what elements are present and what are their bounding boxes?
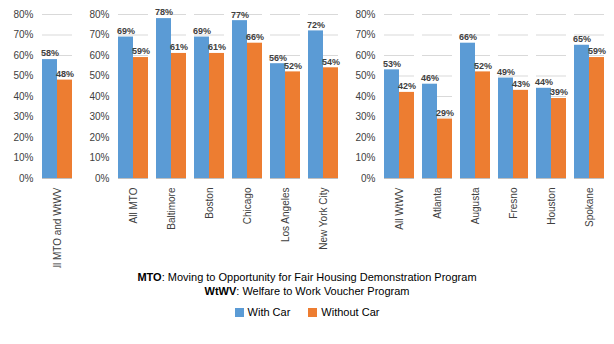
svg-text:77%: 77% [231,10,249,20]
svg-text:49%: 49% [497,67,515,77]
svg-text:50%: 50% [355,70,375,81]
svg-text:70%: 70% [13,29,33,40]
svg-text:30%: 30% [355,111,375,122]
svg-text:52%: 52% [474,61,492,71]
svg-text:56%: 56% [269,52,287,63]
svg-text:65%: 65% [573,34,591,44]
svg-text:44%: 44% [535,77,553,87]
svg-text:All WtWV: All WtWV [394,187,405,230]
svg-text:80%: 80% [13,9,33,20]
svg-text:69%: 69% [117,26,135,36]
svg-text:29%: 29% [436,108,454,118]
svg-text:58%: 58% [41,48,59,58]
svg-text:Augusta: Augusta [470,187,481,224]
svg-text:Atlanta: Atlanta [432,187,443,219]
svg-text:50%: 50% [13,70,33,81]
svg-text:61%: 61% [208,42,226,52]
svg-text:All MTO: All MTO [128,187,139,223]
svg-text:Boston: Boston [204,188,215,219]
svg-text:20%: 20% [89,132,109,143]
svg-text:50%: 50% [89,70,109,81]
svg-text:60%: 60% [355,50,375,61]
svg-text:0%: 0% [19,173,34,184]
svg-text:20%: 20% [355,132,375,143]
svg-text:0%: 0% [361,173,376,184]
html-text:WtWV: Welfare to Work Voucher: WtWV: Welfare to Work Voucher Program [204,285,410,297]
svg-text:40%: 40% [355,91,375,102]
svg-text:Los Angeles: Los Angeles [280,188,291,243]
svg-text:39%: 39% [550,87,568,97]
svg-text:Fresno: Fresno [508,187,519,219]
svg-text:All MTO and WtWV: All MTO and WtWV [52,187,63,268]
svg-text:59%: 59% [132,46,150,56]
svg-text:66%: 66% [459,32,477,42]
svg-text:61%: 61% [170,42,188,52]
svg-text:52%: 52% [284,61,302,71]
svg-text:40%: 40% [13,91,33,102]
svg-text:Baltimore: Baltimore [166,187,177,230]
svg-text:10%: 10% [89,152,109,163]
svg-text:30%: 30% [13,111,33,122]
svg-text:59%: 59% [588,46,606,56]
svg-text:Houston: Houston [546,188,557,225]
svg-text:69%: 69% [193,26,211,36]
svg-text:48%: 48% [56,69,74,79]
svg-text:70%: 70% [355,29,375,40]
svg-text:80%: 80% [89,9,109,20]
svg-text:30%: 30% [89,111,109,122]
svg-text:0%: 0% [95,173,110,184]
html-text:With Car: With Car [247,306,291,318]
svg-text:80%: 80% [355,9,375,20]
svg-text:60%: 60% [13,50,33,61]
svg-text:60%: 60% [89,50,109,61]
svg-text:Spokane: Spokane [584,187,595,227]
svg-text:53%: 53% [383,59,401,69]
svg-text:78%: 78% [155,7,173,17]
svg-text:66%: 66% [246,32,264,42]
svg-text:42%: 42% [398,81,416,91]
svg-text:54%: 54% [322,57,340,67]
svg-text:20%: 20% [13,132,33,143]
svg-text:72%: 72% [307,20,325,30]
svg-text:10%: 10% [13,152,33,163]
svg-text:40%: 40% [89,91,109,102]
svg-text:70%: 70% [89,29,109,40]
html-text:Without Car: Without Car [321,306,380,318]
svg-text:10%: 10% [355,152,375,163]
html-text:MTO: Moving to Opportunity for: MTO: Moving to Opportunity for Fair Hous… [137,271,477,283]
svg-text:46%: 46% [421,73,439,83]
svg-text:43%: 43% [512,79,530,89]
svg-text:Chicago: Chicago [242,187,253,224]
svg-text:New York City: New York City [318,188,329,250]
